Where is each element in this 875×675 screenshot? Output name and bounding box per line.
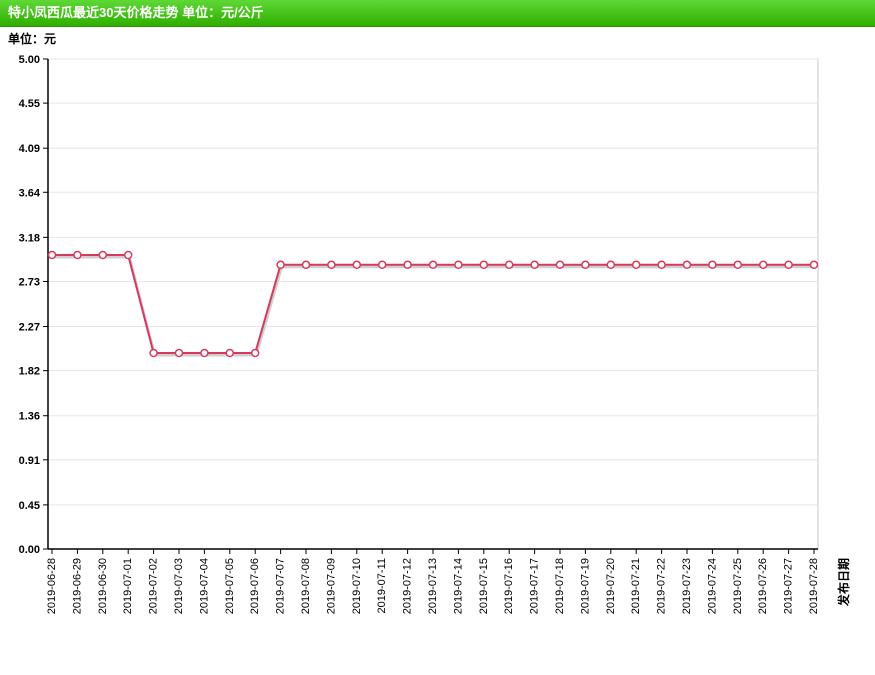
svg-text:2019-07-13: 2019-07-13 [427, 558, 439, 614]
svg-text:2019-07-21: 2019-07-21 [630, 558, 642, 614]
svg-text:2019-07-15: 2019-07-15 [478, 558, 490, 614]
svg-text:2019-07-04: 2019-07-04 [198, 558, 210, 614]
svg-text:2019-07-01: 2019-07-01 [122, 558, 134, 614]
unit-label-row: 单位：元 [0, 27, 875, 51]
svg-text:2019-06-29: 2019-06-29 [71, 558, 83, 614]
price-chart: 0.00 0.45 0.91 1.36 1.82 2.27 2.73 3.18 3.64 4.09… [0, 51, 875, 674]
svg-text:2019-07-10: 2019-07-10 [351, 558, 363, 614]
svg-text:发布日期: 发布日期 [836, 558, 851, 607]
svg-text:0.91: 0.91 [19, 455, 40, 467]
svg-text:2019-07-24: 2019-07-24 [706, 558, 718, 614]
svg-text:2019-07-22: 2019-07-22 [656, 558, 668, 614]
svg-text:2019-07-09: 2019-07-09 [325, 558, 337, 614]
svg-text:2019-07-26: 2019-07-26 [757, 558, 769, 614]
svg-text:2019-07-06: 2019-07-06 [249, 558, 261, 614]
svg-text:2019-07-14: 2019-07-14 [452, 558, 464, 614]
svg-text:2019-06-30: 2019-06-30 [97, 558, 109, 614]
svg-text:4.55: 4.55 [19, 98, 40, 110]
svg-text:2019-07-19: 2019-07-19 [579, 558, 591, 614]
svg-text:2.73: 2.73 [19, 276, 40, 288]
svg-text:2019-07-17: 2019-07-17 [529, 558, 541, 614]
svg-text:2019-07-28: 2019-07-28 [808, 558, 820, 614]
page-title: 特小凤西瓜最近30天价格走势 单位：元/公斤 [8, 5, 264, 20]
svg-text:2019-07-25: 2019-07-25 [732, 558, 744, 614]
svg-text:2019-07-16: 2019-07-16 [503, 558, 515, 614]
svg-text:5.00: 5.00 [19, 54, 40, 66]
svg-text:2019-06-28: 2019-06-28 [46, 558, 58, 614]
svg-text:1.36: 1.36 [19, 411, 40, 423]
unit-label: 单位：元 [8, 32, 56, 46]
svg-text:2019-07-20: 2019-07-20 [605, 558, 617, 614]
svg-text:2019-07-07: 2019-07-07 [275, 558, 287, 614]
page-title-bar: 特小凤西瓜最近30天价格走势 单位：元/公斤 [0, 0, 875, 27]
svg-text:3.18: 3.18 [19, 232, 40, 244]
svg-text:0.00: 0.00 [19, 544, 40, 556]
svg-text:2019-07-27: 2019-07-27 [783, 558, 795, 614]
chart-svg: 0.00 0.45 0.91 1.36 1.82 2.27 2.73 3.18 3.64 4.09… [0, 51, 875, 674]
svg-text:1.82: 1.82 [19, 366, 40, 378]
svg-text:2019-07-02: 2019-07-02 [148, 558, 160, 614]
svg-text:2019-07-12: 2019-07-12 [402, 558, 414, 614]
svg-text:2019-07-03: 2019-07-03 [173, 558, 185, 614]
svg-text:2019-07-08: 2019-07-08 [300, 558, 312, 614]
svg-text:2019-07-11: 2019-07-11 [376, 558, 388, 613]
svg-text:2019-07-05: 2019-07-05 [224, 558, 236, 614]
svg-text:2.27: 2.27 [19, 322, 40, 334]
svg-text:2019-07-18: 2019-07-18 [554, 558, 566, 614]
svg-text:2019-07-23: 2019-07-23 [681, 558, 693, 614]
svg-text:0.45: 0.45 [19, 500, 40, 512]
svg-text:4.09: 4.09 [19, 143, 40, 155]
svg-text:3.64: 3.64 [19, 187, 41, 199]
